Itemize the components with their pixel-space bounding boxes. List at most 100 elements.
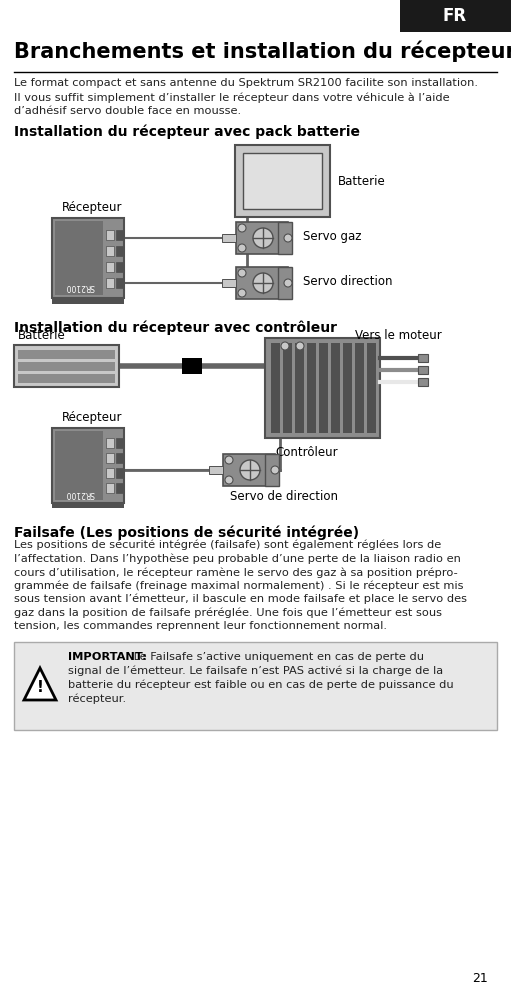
Circle shape: [238, 269, 246, 277]
Bar: [55, 221, 103, 295]
Bar: [52, 298, 124, 304]
Bar: [106, 468, 114, 478]
Circle shape: [238, 244, 246, 252]
Text: Failsafe (Les positions de sécurité intégrée): Failsafe (Les positions de sécurité inté…: [14, 525, 359, 540]
Bar: [418, 354, 428, 362]
Bar: [236, 267, 288, 299]
Text: récepteur.: récepteur.: [68, 693, 126, 704]
Bar: [222, 279, 236, 287]
Text: signal de l’émetteur. Le failsafe n’est PAS activé si la charge de la: signal de l’émetteur. Le failsafe n’est …: [68, 666, 443, 677]
Bar: [319, 343, 328, 433]
Circle shape: [225, 456, 233, 464]
Bar: [116, 468, 124, 478]
Circle shape: [225, 476, 233, 484]
Circle shape: [238, 224, 246, 232]
Text: Batterie: Batterie: [338, 175, 386, 188]
Circle shape: [253, 228, 273, 248]
Bar: [278, 222, 292, 254]
Bar: [418, 366, 428, 374]
Bar: [106, 246, 114, 256]
Text: Les positions de sécurité intégrée (failsafe) sont également réglées lors de: Les positions de sécurité intégrée (fail…: [14, 540, 442, 551]
Bar: [295, 343, 304, 433]
Text: FR: FR: [443, 7, 467, 25]
Bar: [343, 343, 352, 433]
Circle shape: [271, 466, 279, 474]
Text: Servo gaz: Servo gaz: [303, 230, 361, 243]
Text: Batterie: Batterie: [18, 329, 66, 342]
Bar: [355, 343, 364, 433]
Bar: [116, 230, 124, 240]
Bar: [182, 358, 202, 374]
Bar: [106, 278, 114, 288]
Bar: [52, 218, 124, 298]
Bar: [116, 278, 124, 288]
Bar: [331, 343, 340, 433]
Bar: [243, 153, 322, 209]
Circle shape: [281, 342, 289, 350]
Circle shape: [238, 289, 246, 297]
Text: Servo direction: Servo direction: [303, 275, 392, 288]
Text: SR2100: SR2100: [65, 488, 95, 497]
Text: Le format compact et sans antenne du Spektrum SR2100 facilite son installation.: Le format compact et sans antenne du Spe…: [14, 78, 478, 88]
Bar: [116, 262, 124, 272]
Text: !: !: [37, 681, 43, 696]
Circle shape: [253, 273, 273, 293]
Text: cours d’utilisation, le récepteur ramène le servo des gaz à sa position prépro-: cours d’utilisation, le récepteur ramène…: [14, 567, 458, 578]
Text: grammée de failsafe (freinage maximal normalement) . Si le récepteur est mis: grammée de failsafe (freinage maximal no…: [14, 581, 463, 591]
Bar: [55, 431, 103, 500]
Bar: [116, 483, 124, 493]
Text: Installation du récepteur avec contrôleur: Installation du récepteur avec contrôleu…: [14, 320, 337, 334]
Text: Il vous suffit simplement d’installer le récepteur dans votre véhicule à l’aide: Il vous suffit simplement d’installer le…: [14, 92, 450, 103]
Text: sous tension avant l’émetteur, il bascule en mode failsafe et place le servo des: sous tension avant l’émetteur, il bascul…: [14, 594, 467, 605]
Text: Le Failsafe s’active uniquement en cas de perte du: Le Failsafe s’active uniquement en cas d…: [130, 652, 424, 662]
Circle shape: [240, 460, 260, 480]
Text: gaz dans la position de failsafe préréglée. Une fois que l’émetteur est sous: gaz dans la position de failsafe prérégl…: [14, 608, 442, 618]
Bar: [14, 642, 497, 730]
Bar: [106, 230, 114, 240]
Bar: [18, 350, 115, 359]
Bar: [106, 438, 114, 448]
Text: 21: 21: [472, 971, 488, 984]
Bar: [307, 343, 316, 433]
Bar: [209, 466, 223, 474]
Bar: [52, 503, 124, 508]
Text: Vers le moteur: Vers le moteur: [355, 329, 442, 342]
Bar: [18, 362, 115, 371]
Bar: [283, 343, 292, 433]
Bar: [223, 454, 275, 486]
Bar: [400, 0, 511, 32]
Text: Installation du récepteur avec pack batterie: Installation du récepteur avec pack batt…: [14, 124, 360, 139]
Text: Branchements et installation du récepteur: Branchements et installation du récepteu…: [14, 40, 511, 62]
Bar: [265, 454, 279, 486]
Bar: [418, 378, 428, 386]
Bar: [14, 345, 119, 387]
Polygon shape: [24, 668, 56, 700]
Bar: [116, 453, 124, 463]
Circle shape: [296, 342, 304, 350]
Bar: [18, 374, 115, 383]
Bar: [271, 343, 280, 433]
Circle shape: [284, 279, 292, 287]
Text: IMPORTANT:: IMPORTANT:: [68, 652, 147, 662]
Bar: [106, 453, 114, 463]
Bar: [236, 222, 288, 254]
Text: SR2100: SR2100: [65, 281, 95, 290]
Bar: [222, 234, 236, 242]
Bar: [235, 145, 330, 217]
Text: batterie du récepteur est faible ou en cas de perte de puissance du: batterie du récepteur est faible ou en c…: [68, 680, 454, 690]
Text: Servo de direction: Servo de direction: [230, 490, 338, 503]
Bar: [106, 262, 114, 272]
Text: d’adhésif servo double face en mousse.: d’adhésif servo double face en mousse.: [14, 106, 241, 116]
Text: Récepteur: Récepteur: [62, 201, 123, 214]
Text: Contrôleur: Contrôleur: [275, 446, 338, 459]
Bar: [116, 438, 124, 448]
Text: Récepteur: Récepteur: [62, 411, 123, 424]
Circle shape: [284, 234, 292, 242]
Bar: [116, 246, 124, 256]
Bar: [52, 428, 124, 503]
Bar: [265, 338, 380, 438]
Bar: [278, 267, 292, 299]
Text: l’affectation. Dans l’hypothèse peu probable d’une perte de la liaison radio en: l’affectation. Dans l’hypothèse peu prob…: [14, 554, 461, 564]
Text: tension, les commandes reprennent leur fonctionnement normal.: tension, les commandes reprennent leur f…: [14, 621, 387, 631]
Bar: [106, 483, 114, 493]
